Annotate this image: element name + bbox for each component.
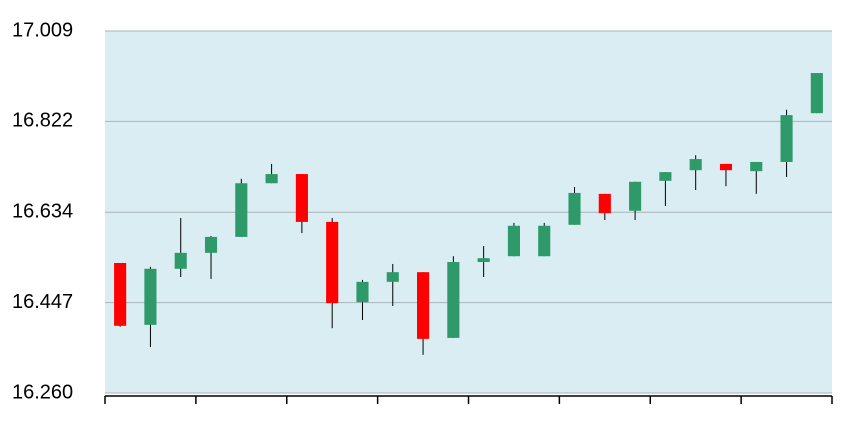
candle-body [235,183,248,237]
candle-body [447,262,460,338]
candle-body [114,262,127,326]
y-tick-label: 16.260 [12,381,73,403]
candle-body [689,159,702,171]
candle-body [144,268,157,325]
candle-body [507,225,520,257]
candle-body [750,161,763,172]
candle-body [265,174,278,184]
candle-body [477,258,490,263]
candle-body [719,163,733,171]
candle-body [629,181,642,211]
candle-body [659,172,672,181]
y-tick-label: 16.634 [12,201,73,223]
candle-body [295,174,308,222]
candle-body [386,272,399,282]
candle-body [598,193,611,214]
candle-body [538,225,551,257]
candle-body [174,252,187,269]
candle-body [356,281,369,303]
candle-body [780,115,793,162]
y-tick-label: 16.822 [12,110,73,132]
candle-body [326,221,339,304]
candle-body [204,236,218,253]
candle-body [417,272,430,339]
candle-body [810,73,823,114]
y-tick-label: 17.009 [12,19,73,41]
y-tick-label: 16.447 [12,291,73,313]
candle-body [568,192,581,225]
